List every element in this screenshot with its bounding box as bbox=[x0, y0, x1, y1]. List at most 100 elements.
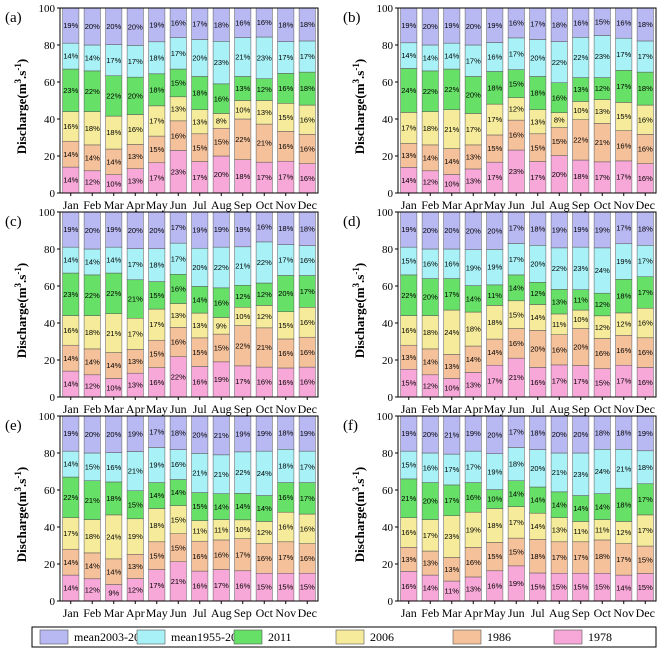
segment-label: 18% bbox=[466, 325, 481, 334]
x-tick-label: Mar bbox=[104, 198, 124, 212]
x-tick-label: Nov bbox=[613, 402, 634, 416]
x-tick-label: Jan bbox=[401, 402, 417, 416]
segment-label: 19% bbox=[128, 429, 143, 438]
segment-label: 12% bbox=[257, 85, 272, 94]
segment-label: 24% bbox=[106, 532, 121, 541]
segment-label: 10% bbox=[573, 315, 588, 324]
x-tick-label: Jun bbox=[508, 402, 525, 416]
segment-label: 17% bbox=[487, 173, 502, 182]
segment-label: 19% bbox=[214, 375, 229, 384]
segment-label: 17% bbox=[106, 56, 121, 65]
segment-label: 19% bbox=[63, 225, 78, 234]
segment-label: 18% bbox=[85, 328, 100, 337]
x-tick-label: Aug bbox=[211, 402, 232, 416]
segment-label: 14% bbox=[530, 313, 545, 322]
panel-e: 14% 14% 17% 22% 14% 19% 12% 14% 18% 21% 15% 20% 9% 14… bbox=[5, 411, 319, 620]
legend-label: 2011 bbox=[268, 630, 292, 644]
segment-label: 16% bbox=[509, 19, 524, 28]
segment-label: 10% bbox=[444, 383, 459, 392]
segment-label: 19% bbox=[214, 225, 229, 234]
segment-label: 17% bbox=[128, 329, 143, 338]
segment-label: 14% bbox=[401, 176, 416, 185]
x-tick-label: Mar bbox=[104, 402, 124, 416]
segment-label: 16% bbox=[214, 94, 229, 103]
y-tick-label: 0 bbox=[50, 188, 56, 200]
segment-label: 17% bbox=[487, 377, 502, 386]
x-tick-label: Apr bbox=[126, 198, 145, 212]
panel-c: 14% 14% 16% 23% 14% 19% 12% 14% 18% 22% 14% 20% 10% 1… bbox=[5, 207, 319, 416]
plot-frame bbox=[59, 415, 319, 602]
segment-label: 18% bbox=[149, 261, 164, 270]
x-tick-label: May bbox=[484, 198, 506, 212]
segment-label: 18% bbox=[509, 460, 524, 469]
segment-label: 22% bbox=[85, 87, 100, 96]
x-tick-label: Feb bbox=[83, 606, 101, 620]
segment-label: 20% bbox=[85, 226, 100, 235]
x-tick-label: Apr bbox=[464, 402, 483, 416]
x-tick-label: Jan bbox=[63, 198, 79, 212]
x-tick-label: Dec bbox=[636, 606, 655, 620]
plot-frame bbox=[397, 7, 657, 194]
segment-label: 14% bbox=[573, 504, 588, 513]
x-tick-label: Jul bbox=[193, 198, 208, 212]
segment-label: 16% bbox=[235, 581, 250, 590]
segment-label: 15% bbox=[487, 144, 502, 153]
segment-label: 13% bbox=[401, 555, 416, 564]
segment-label: 14% bbox=[257, 504, 272, 513]
x-tick-label: Jul bbox=[193, 402, 208, 416]
segment-label: 20% bbox=[530, 464, 545, 473]
segment-label: 12% bbox=[235, 292, 250, 301]
segment-label: 16% bbox=[278, 349, 293, 358]
segment-label: 19% bbox=[595, 226, 610, 235]
x-tick-label: Mar bbox=[104, 606, 124, 620]
segment-label: 17% bbox=[595, 173, 610, 182]
segment-label: 17% bbox=[509, 518, 524, 527]
segment-label: 14% bbox=[509, 489, 524, 498]
y-tick-label: 60 bbox=[382, 485, 394, 497]
segment-label: 23% bbox=[63, 290, 78, 299]
plot-frame bbox=[397, 415, 657, 602]
segment-label: 17% bbox=[509, 223, 524, 232]
segment-label: 21% bbox=[444, 431, 459, 440]
segment-label: 11% bbox=[488, 291, 503, 300]
segment-label: 17% bbox=[466, 56, 481, 65]
segment-label: 18% bbox=[278, 224, 293, 233]
segment-label: 19% bbox=[235, 225, 250, 234]
panel-label: (d) bbox=[343, 214, 361, 230]
x-tick-label: Aug bbox=[211, 606, 232, 620]
segment-label: 17% bbox=[552, 553, 567, 562]
segment-label: 16% bbox=[423, 259, 438, 268]
y-tick-label: 40 bbox=[44, 114, 56, 126]
segment-label: 22% bbox=[171, 372, 186, 381]
segment-label: 22% bbox=[573, 53, 588, 62]
segment-label: 16% bbox=[509, 339, 524, 348]
segment-label: 21% bbox=[171, 577, 186, 586]
segment-label: 16% bbox=[466, 558, 481, 567]
segment-label: 17% bbox=[300, 287, 315, 296]
x-tick-label: Jul bbox=[193, 606, 208, 620]
segment-label: 13% bbox=[466, 177, 481, 186]
segment-label: 16% bbox=[214, 550, 229, 559]
segment-label: 22% bbox=[423, 87, 438, 96]
segment-label: 13% bbox=[552, 525, 567, 534]
segment-label: 11% bbox=[595, 525, 610, 534]
segment-label: 11% bbox=[552, 320, 567, 329]
x-tick-label: Nov bbox=[275, 402, 296, 416]
segment-label: 14% bbox=[63, 52, 78, 61]
segment-label: 14% bbox=[63, 150, 78, 159]
segment-label: 9% bbox=[108, 588, 119, 597]
segment-label: 14% bbox=[401, 51, 416, 60]
segment-label: 21% bbox=[444, 125, 459, 134]
y-tick-label: 20 bbox=[44, 151, 56, 163]
segment-label: 14% bbox=[487, 348, 502, 357]
segment-label: 16% bbox=[638, 348, 653, 357]
segment-label: 15% bbox=[257, 583, 272, 592]
segment-label: 15% bbox=[530, 583, 545, 592]
segment-label: 15% bbox=[595, 17, 610, 26]
segment-label: 16% bbox=[300, 378, 315, 387]
segment-label: 21% bbox=[235, 53, 250, 62]
segment-label: 17% bbox=[171, 49, 186, 58]
segment-label: 9% bbox=[216, 321, 227, 330]
segment-label: 13% bbox=[573, 85, 588, 94]
segment-label: 17% bbox=[149, 581, 164, 590]
